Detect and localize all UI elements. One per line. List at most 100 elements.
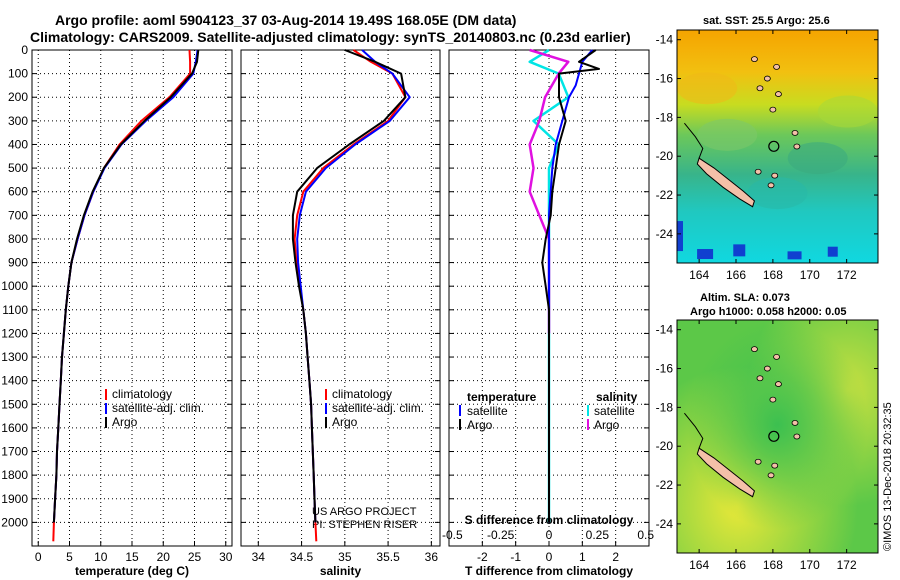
sla_map-panel: 164 166 168 170 172 -14 -16 -18 -20 -22 -24: [656, 319, 879, 572]
x-tick-label: 34.5: [290, 550, 314, 564]
map-y-tick-label: -14: [656, 33, 674, 47]
island: [769, 396, 777, 403]
legend-label: satellite: [467, 404, 508, 418]
island: [754, 458, 762, 465]
sst-patch: [747, 177, 808, 210]
map-y-tick-label: -20: [656, 439, 674, 453]
difference-xlabel: T difference from climatology: [465, 564, 633, 578]
top-x-tick-label: 0.5: [637, 528, 654, 542]
y-tick-label: 1900: [1, 492, 28, 506]
island: [775, 381, 782, 387]
missing-data-block: [827, 246, 838, 257]
y-tick-label: 700: [8, 208, 28, 222]
y-tick-label: 1500: [1, 397, 28, 411]
y-tick-label: 2000: [1, 515, 28, 529]
legend-label: climatology: [112, 387, 172, 401]
island: [791, 420, 799, 426]
x-tick-label: -2: [477, 550, 488, 564]
reef-outline: [684, 412, 704, 449]
profile-title: Argo profile: aoml 5904123_37 03-Aug-201…: [55, 12, 517, 28]
map-y-tick-label: -16: [656, 362, 674, 376]
y-tick-label: 800: [8, 232, 28, 246]
y-tick-label: 100: [8, 67, 28, 81]
new-caledonia-land: [696, 447, 755, 498]
map-y-tick-label: -20: [656, 149, 674, 163]
legend-title-salinity: salinity: [596, 390, 638, 404]
top-x-tick-label: 0.25: [586, 528, 610, 542]
map-y-tick-label: -22: [656, 478, 674, 492]
legend-label: Argo: [467, 418, 493, 432]
sst_map-panel: 164 166 168 170 172 -14 -16 -18 -20 -22 -24: [656, 29, 879, 282]
y-tick-label: 300: [8, 114, 28, 128]
map-x-tick-label: 166: [726, 268, 746, 282]
sst_map-field: [677, 30, 878, 263]
y-tick-label: 200: [8, 90, 28, 104]
temperature-xlabel: temperature (deg C): [75, 564, 189, 578]
x-tick-label: 15: [125, 550, 139, 564]
map-y-tick-label: -18: [656, 110, 674, 124]
series-line-argo: [52, 49, 200, 523]
top-x-tick-label: -0.5: [442, 528, 463, 542]
x-tick-label: 0: [35, 550, 42, 564]
salinity-grid: [241, 49, 440, 546]
x-tick-label: 36: [425, 550, 439, 564]
missing-data-block: [677, 221, 683, 252]
sst-patch: [817, 95, 878, 128]
island: [754, 168, 762, 175]
missing-data-block: [787, 251, 802, 260]
map-x-tick-label: 170: [800, 268, 820, 282]
series-line-climatology: [293, 49, 407, 542]
reef-outline: [684, 122, 704, 159]
missing-data-block: [697, 249, 714, 260]
legend-title-temperature: temperature: [467, 390, 537, 404]
island: [756, 375, 764, 382]
sla_map-field: [677, 320, 878, 553]
island: [751, 346, 758, 353]
island: [763, 75, 771, 82]
legend-label: Argo: [594, 418, 620, 432]
sst_map-frame: [676, 29, 879, 264]
x-tick-label: 10: [94, 550, 108, 564]
sst-patch: [697, 118, 758, 151]
y-tick-label: 1400: [1, 374, 28, 388]
y-tick-label: 1200: [1, 326, 28, 340]
island: [771, 172, 779, 179]
sla-map-subtitle: Argo h1000: 0.058 h2000: 0.05: [690, 306, 847, 318]
legend-label: satellite: [594, 404, 635, 418]
legend-label: satellite-adj. clim.: [112, 401, 204, 415]
temperature-grid: [32, 49, 232, 546]
x-tick-label: 35: [338, 550, 352, 564]
map-x-tick-label: 170: [800, 558, 820, 572]
argo-float-marker: [768, 430, 780, 442]
map-x-tick-label: 172: [837, 558, 857, 572]
map-x-tick-label: 168: [763, 558, 783, 572]
map-x-tick-label: 168: [763, 268, 783, 282]
pi-credit: PI: STEPHEN RISER: [312, 519, 418, 531]
salinity-frame: [240, 49, 441, 547]
island: [773, 353, 780, 360]
y-tick-label: 1600: [1, 421, 28, 435]
x-tick-label: 2: [612, 550, 619, 564]
sla_map-frame: [676, 319, 879, 554]
salinity-panel: 34 34.5 35 35.5 36 salinity climatologysatelli…: [240, 49, 441, 578]
x-tick-label: 30: [219, 550, 233, 564]
island: [751, 56, 758, 63]
island: [767, 182, 775, 189]
map-x-tick-label: 164: [689, 558, 709, 572]
y-tick-label: 1100: [2, 303, 28, 317]
new-caledonia-land: [696, 157, 755, 208]
series-line-temperature-argo: [541, 49, 600, 523]
x-tick-label: 20: [157, 550, 171, 564]
map-y-tick-label: -18: [656, 400, 674, 414]
legend-label: Argo: [112, 415, 138, 429]
island: [771, 462, 779, 469]
map-y-tick-label: -24: [656, 227, 674, 241]
x-tick-label: 0: [546, 550, 553, 564]
island: [775, 91, 782, 97]
x-tick-label: 34: [252, 550, 266, 564]
y-tick-label: 400: [8, 137, 28, 151]
x-tick-label: -1: [510, 550, 521, 564]
x-tick-label: 35.5: [376, 550, 400, 564]
